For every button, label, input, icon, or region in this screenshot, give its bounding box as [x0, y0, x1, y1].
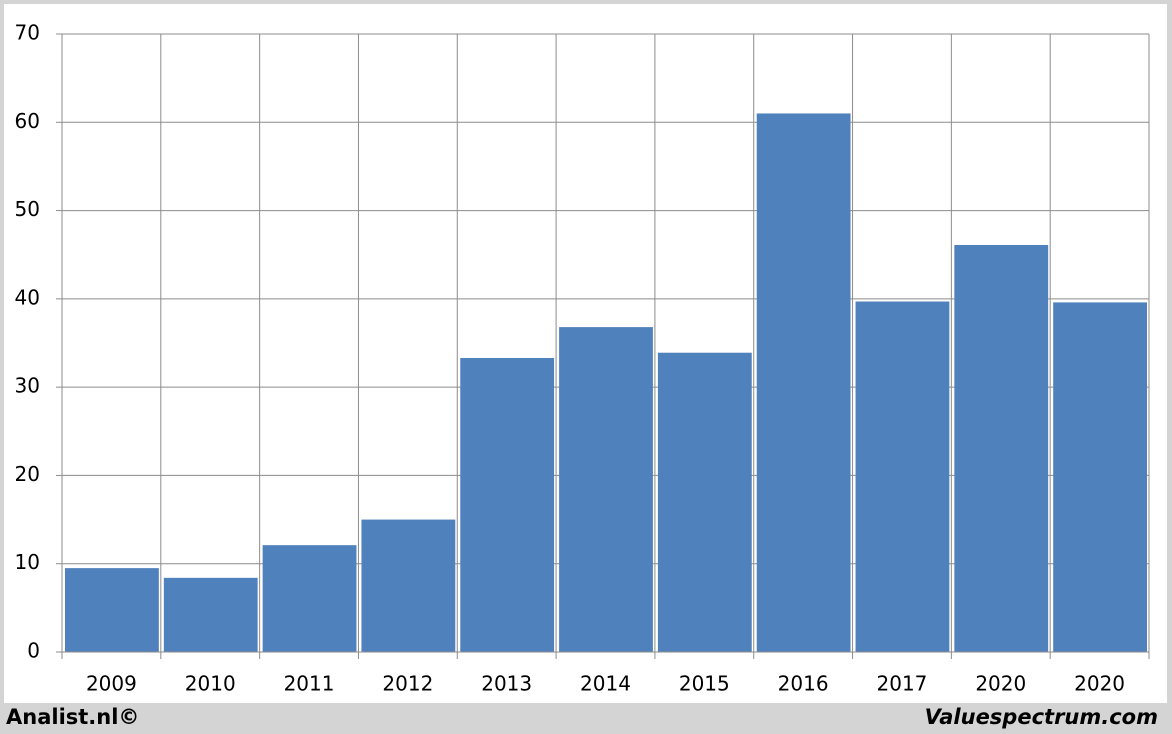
x-tick-label: 2014: [580, 672, 631, 696]
x-tick-label: 2010: [185, 672, 236, 696]
bar: [361, 519, 456, 652]
y-tick-label: 70: [15, 21, 40, 45]
x-tick-label: 2015: [679, 672, 730, 696]
bar: [460, 358, 555, 652]
x-tick-label: 2020: [975, 672, 1026, 696]
y-tick-label: 50: [15, 197, 40, 221]
bar: [262, 545, 357, 652]
x-tick-label: 2011: [284, 672, 335, 696]
footer-right: Valuespectrum.com: [925, 705, 1158, 729]
y-tick-label: 40: [15, 285, 40, 309]
y-tick-label: 0: [27, 639, 40, 663]
x-tick-label: 2020: [1074, 672, 1125, 696]
y-tick-label: 30: [15, 374, 40, 398]
bar: [954, 245, 1049, 652]
y-tick-label: 60: [15, 109, 40, 133]
bar: [65, 568, 159, 652]
x-tick-label: 2016: [778, 672, 829, 696]
x-tick-label: 2013: [481, 672, 532, 696]
bar: [855, 301, 950, 652]
footer-left: Analist.nl©: [6, 705, 139, 729]
bar: [163, 577, 258, 652]
x-tick-label: 2012: [382, 672, 433, 696]
y-tick-label: 20: [15, 462, 40, 486]
bar: [1053, 302, 1147, 652]
bar: [756, 113, 851, 652]
x-tick-label: 2009: [86, 672, 137, 696]
bar: [559, 327, 653, 652]
bar: [657, 352, 752, 652]
y-tick-label: 10: [15, 550, 40, 574]
x-tick-label: 2017: [877, 672, 928, 696]
